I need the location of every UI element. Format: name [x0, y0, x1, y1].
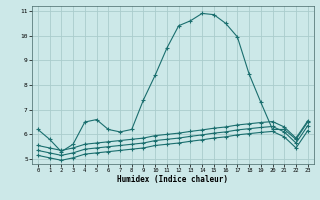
X-axis label: Humidex (Indice chaleur): Humidex (Indice chaleur): [117, 175, 228, 184]
